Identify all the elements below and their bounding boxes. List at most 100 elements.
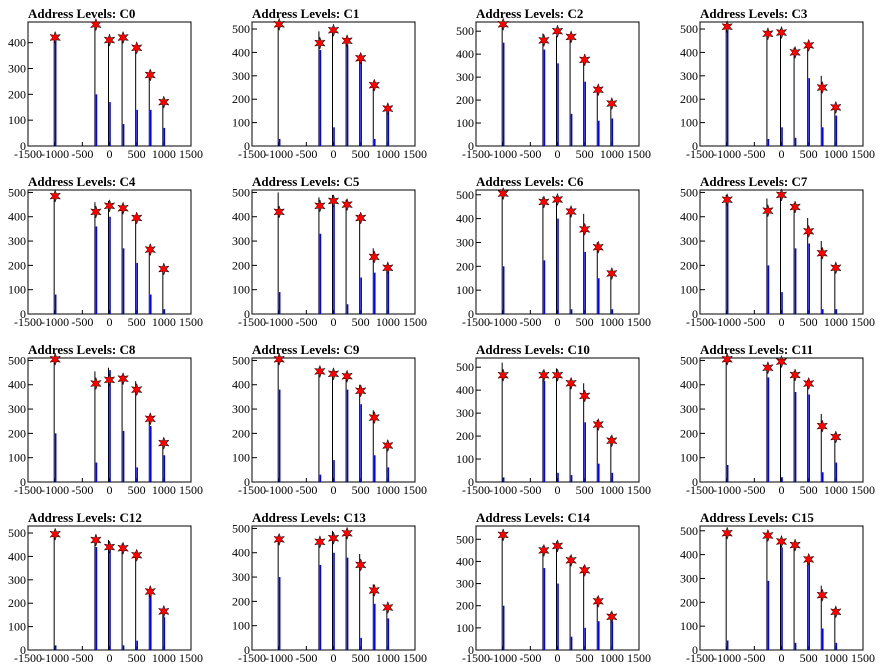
y-tick-label: 400 [8,210,26,224]
chart-panel-6: Address Levels: C60100200300400500-1500-… [456,174,651,329]
x-tick-label: -1000 [713,483,741,497]
peak-marker [829,261,842,275]
y-tick-label: 100 [456,116,474,130]
peak-marker [538,543,550,558]
peak-marker [762,528,774,543]
peak-marker [157,604,170,619]
y-tick-label: 0 [20,475,26,489]
y-tick-label: 100 [232,451,250,465]
x-tick-label: -500 [71,147,93,161]
y-tick-label: 400 [232,546,250,560]
y-tick-label: 500 [680,22,698,36]
y-tick-label: 300 [456,235,474,249]
y-tick-label: 200 [456,599,474,613]
chart-title: Address Levels: C11 [700,342,813,357]
x-tick-label: 500 [352,147,370,161]
x-tick-label: 1000 [152,147,176,161]
y-tick-label: 400 [8,549,26,563]
peak-marker [368,410,381,425]
peak-marker [103,199,116,213]
y-tick-label: 500 [232,521,250,535]
x-tick-label: -1500 [462,315,490,329]
x-tick-label: -1500 [238,315,266,329]
peak-marker [497,528,510,542]
chart-title: Address Levels: C1 [252,6,359,21]
x-tick-label: 1000 [152,651,176,665]
y-tick-label: 200 [8,258,26,272]
y-tick-label: 200 [456,429,474,443]
peak-marker [341,526,353,541]
y-tick-label: 300 [456,70,474,84]
x-tick-label: 1500 [403,483,427,497]
peak-marker [381,600,394,615]
x-tick-label: -1500 [238,483,266,497]
x-tick-label: 1500 [851,651,875,665]
y-tick-label: 200 [232,594,250,608]
x-tick-label: 1000 [376,315,400,329]
peak-marker [538,33,550,48]
peak-marker [130,382,143,397]
y-tick-label: 0 [692,475,698,489]
y-tick-label: 500 [680,524,698,538]
x-tick-label: 500 [352,315,370,329]
peak-marker [314,364,326,379]
chart-title: Address Levels: C2 [476,6,583,21]
y-tick-label: 500 [680,353,698,367]
peak-marker [762,360,774,375]
peak-marker [354,51,367,66]
x-tick-label: 1500 [851,483,875,497]
peak-marker [341,197,353,212]
peak-marker [90,17,102,32]
x-tick-label: -500 [295,651,317,665]
peak-marker [341,369,353,383]
x-tick-label: 500 [352,483,370,497]
x-tick-label: -500 [519,147,541,161]
y-tick-label: 300 [232,570,250,584]
y-tick-label: 100 [456,452,474,466]
y-tick-label: 200 [680,426,698,440]
x-tick-label: 0 [331,147,337,161]
peak-marker [775,354,788,369]
x-tick-label: -1000 [713,315,741,329]
peak-marker [775,188,788,202]
x-tick-label: 0 [555,315,561,329]
y-tick-label: 100 [456,621,474,635]
x-tick-label: 500 [128,483,146,497]
peak-marker [565,204,577,219]
x-tick-label: -1000 [713,651,741,665]
y-tick-label: 200 [680,92,698,106]
peak-marker [789,45,801,60]
peak-marker [816,588,829,603]
x-tick-label: -500 [71,651,93,665]
x-tick-label: -500 [519,651,541,665]
peak-marker [775,25,788,40]
x-tick-label: -1000 [489,483,517,497]
peak-marker [144,242,157,257]
x-tick-label: -1500 [14,315,42,329]
peak-marker [592,417,605,432]
chart-title: Address Levels: C8 [28,342,136,357]
x-tick-label: 1000 [376,651,400,665]
y-tick-label: 0 [468,643,474,657]
peak-marker [802,552,815,567]
y-tick-label: 100 [8,113,26,127]
x-tick-label: 1000 [376,483,400,497]
peak-marker [381,438,394,453]
chart-title: Address Levels: C13 [252,510,366,525]
peak-marker [130,41,143,55]
x-tick-label: -500 [743,147,765,161]
peak-marker [90,376,102,391]
y-tick-label: 0 [20,139,26,153]
y-tick-label: 300 [680,69,698,83]
y-tick-label: 200 [232,258,250,272]
y-tick-label: 0 [692,643,698,657]
peak-marker [592,594,605,609]
peak-marker [381,101,394,116]
y-tick-label: 300 [8,234,26,248]
y-tick-label: 300 [680,571,698,585]
x-tick-label: 1500 [627,651,651,665]
y-tick-label: 0 [244,475,250,489]
x-tick-label: -1500 [238,147,266,161]
x-tick-label: -500 [295,483,317,497]
x-tick-label: -1500 [686,483,714,497]
